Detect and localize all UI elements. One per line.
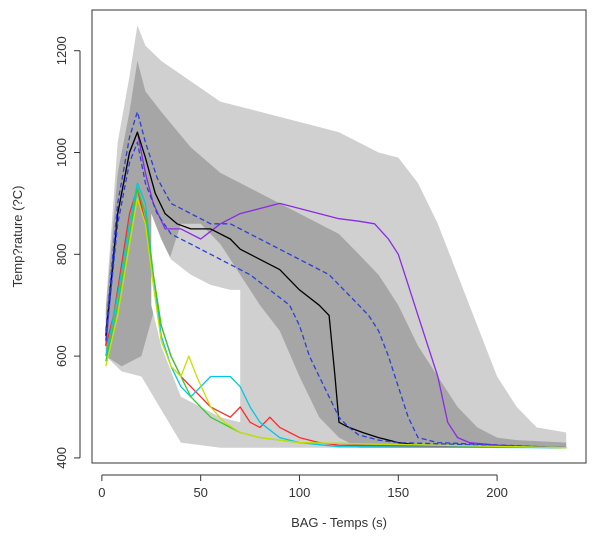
- plot-frame: [91, 9, 587, 464]
- envelope-band-1: [105, 60, 567, 448]
- series-line-1: [105, 131, 567, 449]
- x-tick-label: 50: [193, 485, 207, 500]
- axis-layer: 0 50 100 150 200 400 600 800 1000 1200: [54, 36, 508, 500]
- x-tick-label: 200: [486, 485, 508, 500]
- y-tick-label: 1000: [54, 138, 69, 167]
- series-line-0: [105, 131, 567, 449]
- series-layer: [105, 111, 567, 449]
- series-line-3: [105, 141, 567, 449]
- y-axis-label: Temp?rature (?C): [10, 186, 25, 288]
- y-tick-label: 600: [54, 345, 69, 367]
- x-tick-label: 0: [98, 485, 105, 500]
- y-tick-label: 400: [54, 447, 69, 469]
- x-tick-label: 100: [289, 485, 311, 500]
- series-line-2: [105, 111, 567, 449]
- x-tick-label: 150: [387, 485, 409, 500]
- x-axis-label: BAG - Temps (s): [291, 515, 387, 530]
- y-tick-label: 800: [54, 243, 69, 265]
- y-tick-label: 1200: [54, 36, 69, 65]
- series-line-7: [105, 197, 567, 449]
